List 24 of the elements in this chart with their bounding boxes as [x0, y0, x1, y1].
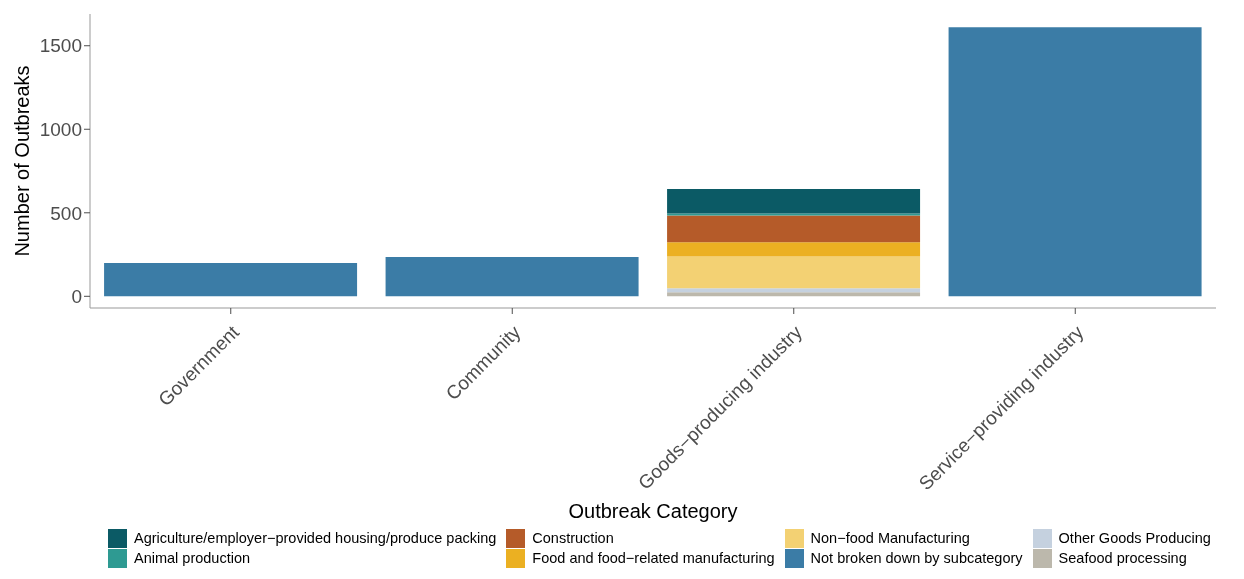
bar	[385, 257, 639, 297]
legend-label: Not broken down by subcategory	[810, 550, 1023, 566]
bar	[667, 213, 921, 216]
legend-label: Seafood processing	[1058, 550, 1187, 566]
bar	[667, 256, 921, 289]
legend-label: Construction	[532, 530, 614, 546]
legend-label: Non−food Manufacturing	[810, 530, 970, 546]
legend-label: Animal production	[134, 550, 251, 566]
y-tick-label: 0	[71, 286, 82, 308]
bar	[667, 242, 921, 257]
y-tick-label: 1500	[39, 35, 82, 57]
y-tick-label: 1000	[39, 119, 82, 141]
legend-label: Agriculture/employer−provided housing/produce packing	[134, 530, 497, 546]
bar	[104, 262, 358, 297]
bar	[667, 288, 921, 293]
legend-label: Other Goods Producing	[1058, 530, 1211, 546]
y-tick-label: 500	[50, 202, 82, 224]
bar	[948, 27, 1202, 297]
legend-label: Food and food−related manufacturing	[532, 550, 775, 566]
bar	[667, 292, 921, 297]
bar	[667, 215, 921, 243]
bar	[667, 189, 921, 214]
x-axis-title: Outbreak Category	[568, 500, 738, 522]
y-axis-title: Number of Outbreaks	[11, 65, 34, 257]
